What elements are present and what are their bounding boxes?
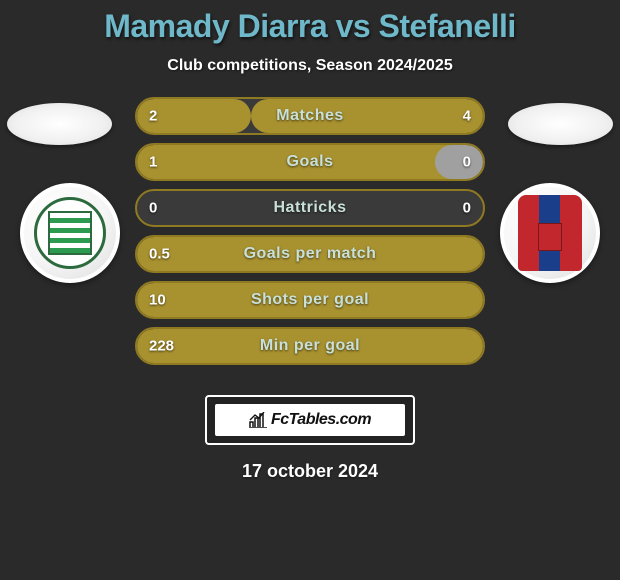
team-left-badge [20,183,120,283]
player-left-oval [7,103,112,145]
team-left-crest-icon [34,197,106,269]
stat-value-right: 0 [463,200,471,217]
stat-row-hattricks: Hattricks0 0 [135,189,485,227]
date-text: 17 october 2024 [0,461,620,482]
fctables-logo: FcTables.com [215,404,405,436]
stat-value-left: 2 [149,108,157,125]
stat-row-shots-per-goal: Shots per goal10 [135,281,485,319]
stat-label: Goals per match [135,245,485,263]
page-title: Mamady Diarra vs Stefanelli [0,8,620,45]
stat-value-left: 228 [149,338,174,355]
stat-value-right: 0 [463,154,471,171]
stat-row-goals: Goals1 0 [135,143,485,181]
stat-label: Matches [135,107,485,125]
stat-bars: Matches24Goals10Hattricks00Goals per mat… [135,97,485,373]
stat-label: Shots per goal [135,291,485,309]
comparison-chart: Matches24Goals10Hattricks00Goals per mat… [0,103,620,383]
logo-container: FcTables.com [205,395,415,445]
stat-label: Goals [135,153,485,171]
stat-label: Hattricks [135,199,485,217]
stat-value-right: 4 [463,108,471,125]
stat-value-left: 1 [149,154,157,171]
stat-label: Min per goal [135,337,485,355]
team-right-crest-icon [518,195,582,271]
stat-row-min-per-goal: Min per goal228 [135,327,485,365]
team-right-badge [500,183,600,283]
stat-row-matches: Matches2 4 [135,97,485,135]
stat-row-goals-per-match: Goals per match0.5 [135,235,485,273]
stat-value-left: 0 [149,200,157,217]
stat-value-left: 10 [149,292,166,309]
stat-value-left: 0.5 [149,246,170,263]
subtitle: Club competitions, Season 2024/2025 [0,57,620,75]
logo-text: FcTables.com [271,411,371,429]
player-right-oval [508,103,613,145]
chart-icon [249,412,267,428]
